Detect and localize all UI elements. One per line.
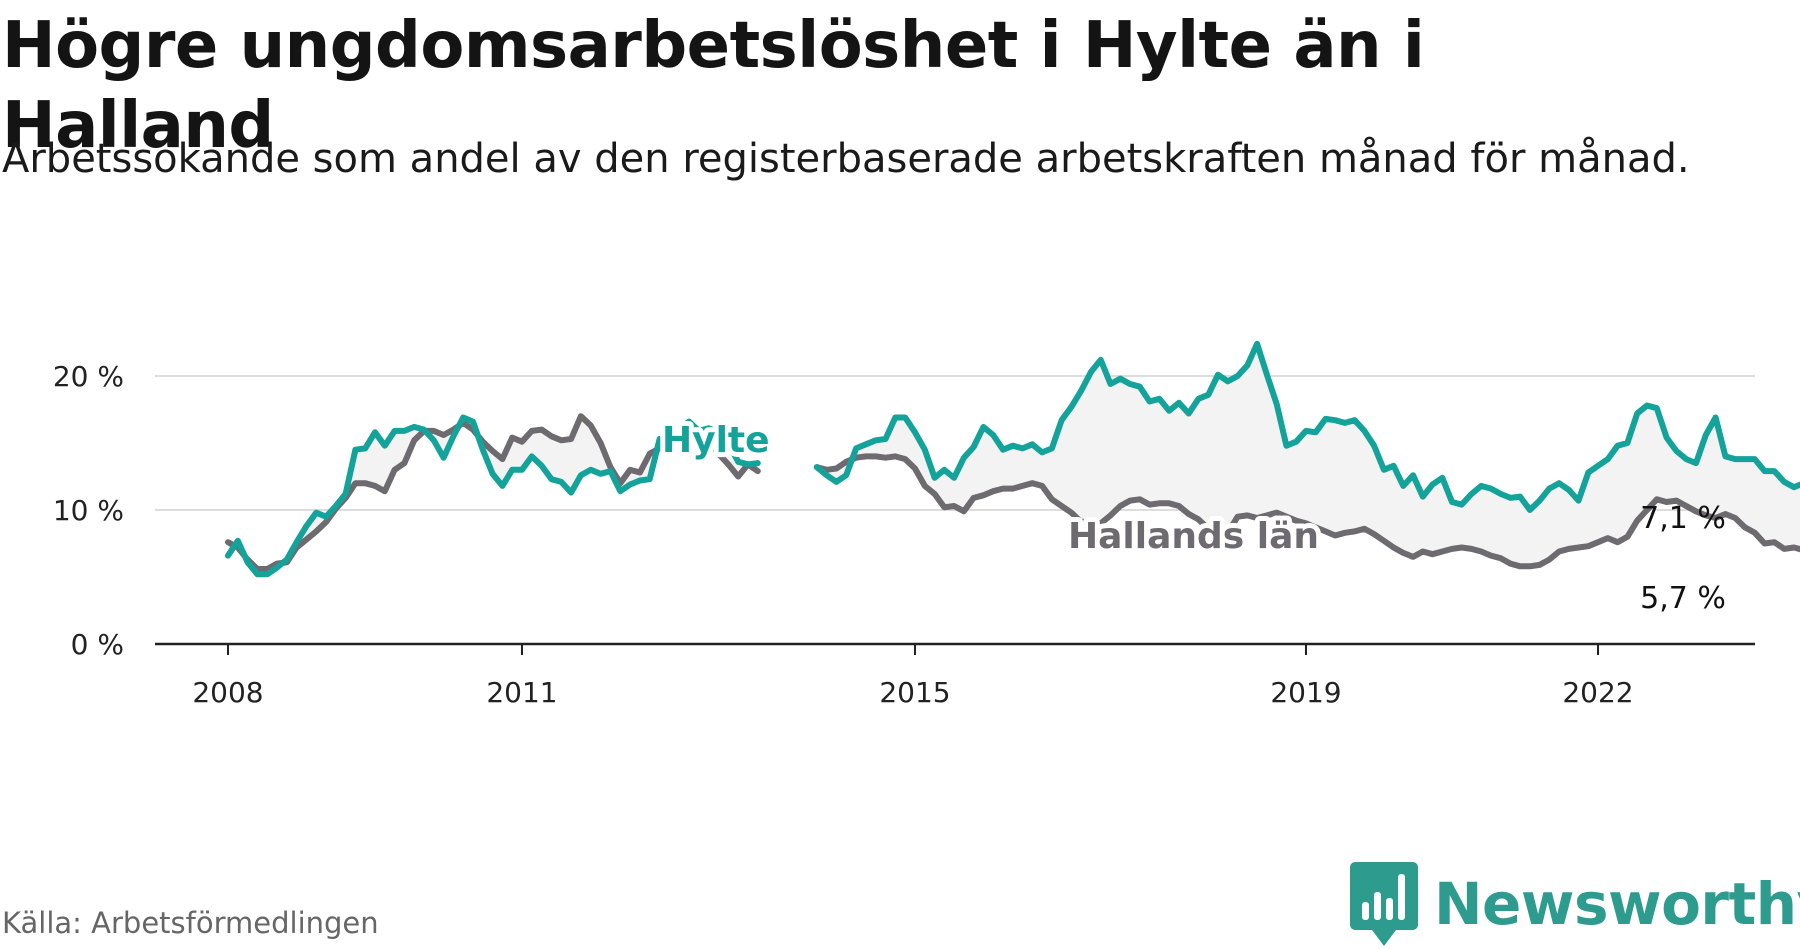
y-tick-label-1: 10 % — [53, 494, 124, 527]
chart-labels: 7,1 % 5,7 % Hylte Hallands län — [657, 415, 1726, 616]
series-lines — [225, 340, 1800, 578]
series-line-hylte-0 — [225, 414, 761, 578]
brand-logo[interactable]: Newsworthy — [1348, 858, 1800, 950]
end-label-hylte: 7,1 % — [1640, 501, 1726, 536]
x-tick-label-1: 2011 — [486, 676, 557, 709]
brand-name: Newsworthy — [1434, 870, 1800, 938]
series-line-hylte-1 — [813, 340, 1800, 513]
chart-subtitle: Arbetssökande som andel av den registerb… — [2, 136, 1690, 182]
x-tick-label-0: 2008 — [192, 676, 263, 709]
x-tick-label-3: 2019 — [1270, 676, 1341, 709]
series-label-hylte: Hylte — [662, 420, 770, 461]
x-tick-label-4: 2022 — [1562, 676, 1633, 709]
end-label-halland: 5,7 % — [1640, 581, 1726, 616]
series-line-halland-1 — [813, 453, 1800, 570]
difference-band — [228, 343, 1800, 575]
bar-chart-badge-icon — [1350, 862, 1418, 946]
source-note: Källa: Arbetsförmedlingen — [2, 906, 379, 940]
axes: 0 % 10 % 20 % 2008 2011 2015 2019 2022 — [53, 360, 1755, 709]
x-tick-label-2: 2015 — [879, 676, 950, 709]
chart-title: Högre ungdomsarbetslöshet i Hylte än i H… — [2, 9, 1425, 163]
y-tick-label-0: 0 % — [71, 628, 124, 661]
y-tick-label-2: 20 % — [53, 360, 124, 393]
series-label-halland: Hallands län — [1068, 516, 1319, 557]
